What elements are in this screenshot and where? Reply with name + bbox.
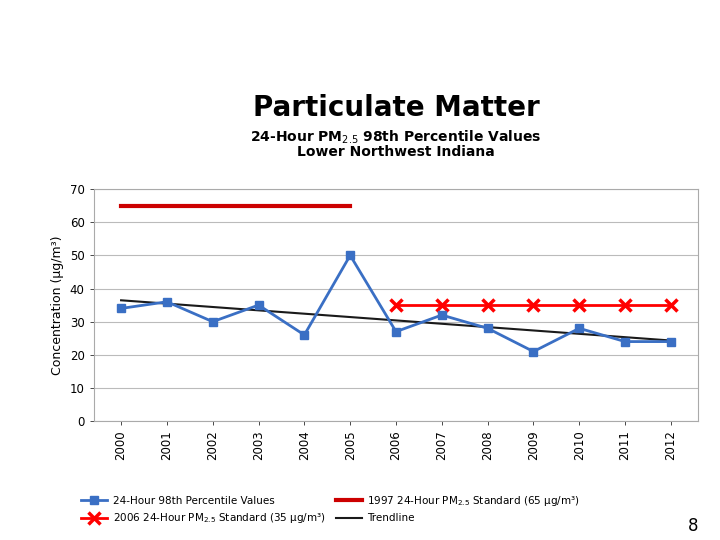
Text: 24-Hour PM$_{2.5}$ 98th Percentile Values: 24-Hour PM$_{2.5}$ 98th Percentile Value…	[251, 129, 541, 146]
Text: Lower Northwest Indiana: Lower Northwest Indiana	[297, 145, 495, 159]
Text: We Protect Hoosiers and Our Environment: We Protect Hoosiers and Our Environment	[220, 78, 500, 92]
Text: 8: 8	[688, 517, 698, 535]
Legend: 24-Hour 98th Percentile Values, 2006 24-Hour PM$_{2.5}$ Standard (35 µg/m³), 199: 24-Hour 98th Percentile Values, 2006 24-…	[77, 490, 584, 529]
Text: Particulate Matter: Particulate Matter	[253, 94, 539, 122]
Text: Air: Air	[55, 97, 75, 110]
Y-axis label: Concentration (µg/m³): Concentration (µg/m³)	[51, 235, 64, 375]
